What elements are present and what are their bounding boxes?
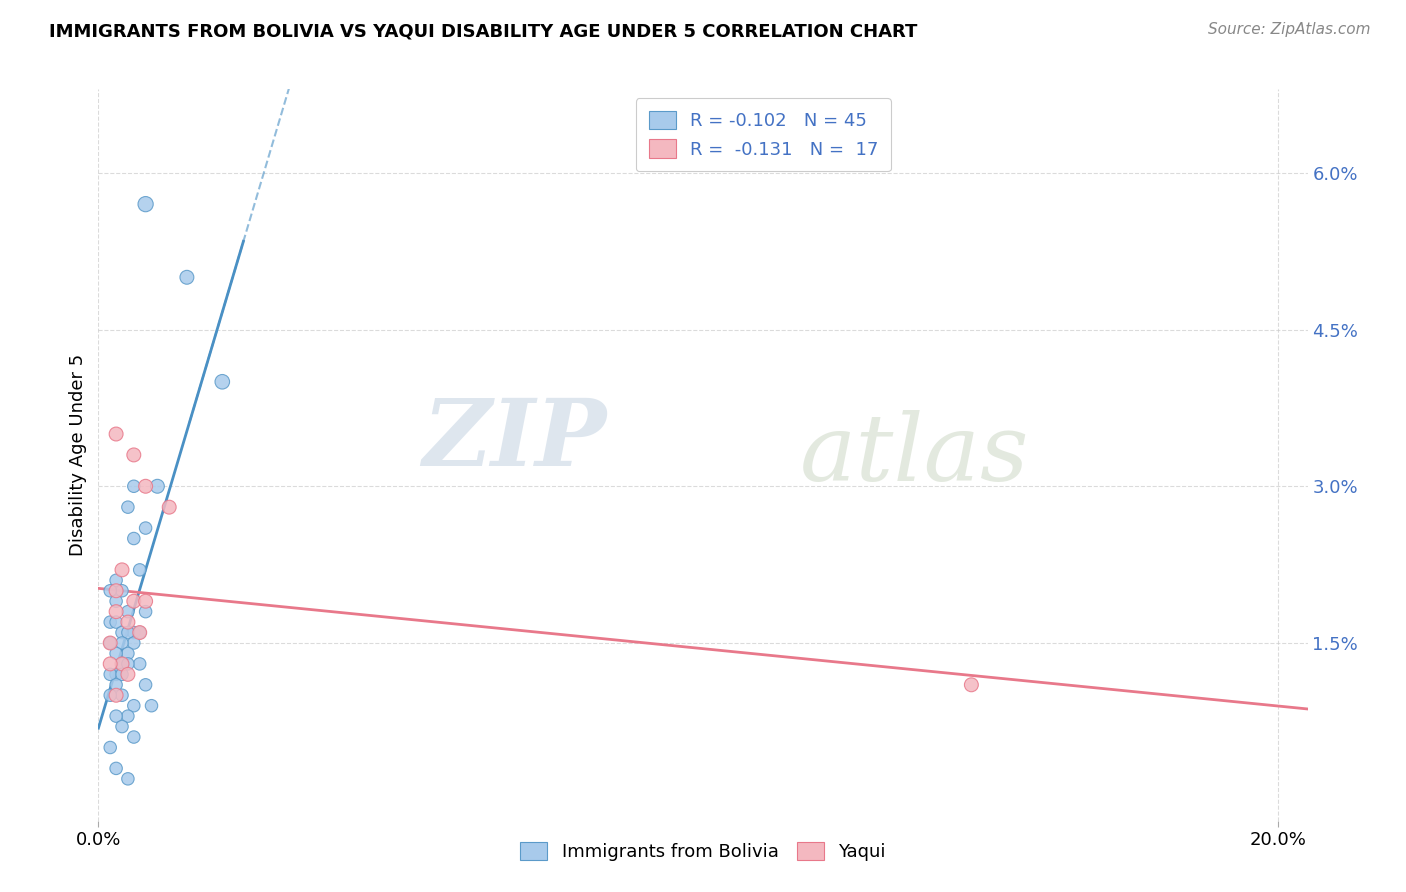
Point (960, 678, 983, 692)
Point (111, 625, 134, 640)
Point (98, 583, 121, 598)
Text: Source: ZipAtlas.com: Source: ZipAtlas.com (1208, 22, 1371, 37)
Point (111, 657, 134, 671)
Point (117, 772, 139, 786)
Point (105, 647, 128, 661)
Point (135, 479, 157, 493)
Point (146, 479, 169, 493)
Point (98, 688, 121, 702)
Point (122, 730, 145, 744)
Point (105, 761, 128, 775)
Point (117, 667, 139, 681)
Point (128, 625, 150, 640)
Point (176, 270, 198, 285)
Point (98, 740, 121, 755)
Point (105, 583, 128, 598)
Point (111, 563, 134, 577)
Point (98, 667, 121, 681)
Point (128, 625, 150, 640)
Point (111, 688, 134, 702)
Point (122, 625, 145, 640)
Point (98, 636, 121, 650)
Point (157, 500, 180, 515)
Point (111, 720, 134, 734)
Point (135, 678, 157, 692)
Point (105, 427, 128, 442)
Point (117, 500, 139, 515)
Text: ZIP: ZIP (422, 395, 606, 485)
Point (128, 657, 150, 671)
Point (111, 657, 134, 671)
Point (122, 698, 145, 713)
Point (105, 688, 128, 702)
Point (211, 375, 233, 389)
Point (105, 594, 128, 608)
Point (117, 605, 139, 619)
Point (105, 574, 128, 588)
Point (128, 563, 150, 577)
Point (135, 197, 157, 211)
Point (135, 605, 157, 619)
Point (122, 636, 145, 650)
Point (117, 647, 139, 661)
Point (111, 636, 134, 650)
Point (122, 532, 145, 546)
Point (122, 479, 145, 493)
Point (111, 583, 134, 598)
Text: IMMIGRANTS FROM BOLIVIA VS YAQUI DISABILITY AGE UNDER 5 CORRELATION CHART: IMMIGRANTS FROM BOLIVIA VS YAQUI DISABIL… (49, 22, 918, 40)
Point (105, 678, 128, 692)
Point (111, 667, 134, 681)
Point (117, 615, 139, 629)
Point (105, 667, 128, 681)
Point (117, 625, 139, 640)
Point (117, 709, 139, 723)
Legend: Immigrants from Bolivia, Yaqui: Immigrants from Bolivia, Yaqui (512, 833, 894, 870)
Point (105, 709, 128, 723)
Point (141, 698, 163, 713)
Point (105, 605, 128, 619)
Point (105, 615, 128, 629)
Point (98, 615, 121, 629)
Text: atlas: atlas (800, 410, 1029, 500)
Point (98, 636, 121, 650)
Y-axis label: Disability Age Under 5: Disability Age Under 5 (69, 354, 87, 556)
Point (135, 594, 157, 608)
Point (117, 657, 139, 671)
Point (122, 594, 145, 608)
Point (135, 521, 157, 535)
Point (98, 657, 121, 671)
Point (122, 448, 145, 462)
